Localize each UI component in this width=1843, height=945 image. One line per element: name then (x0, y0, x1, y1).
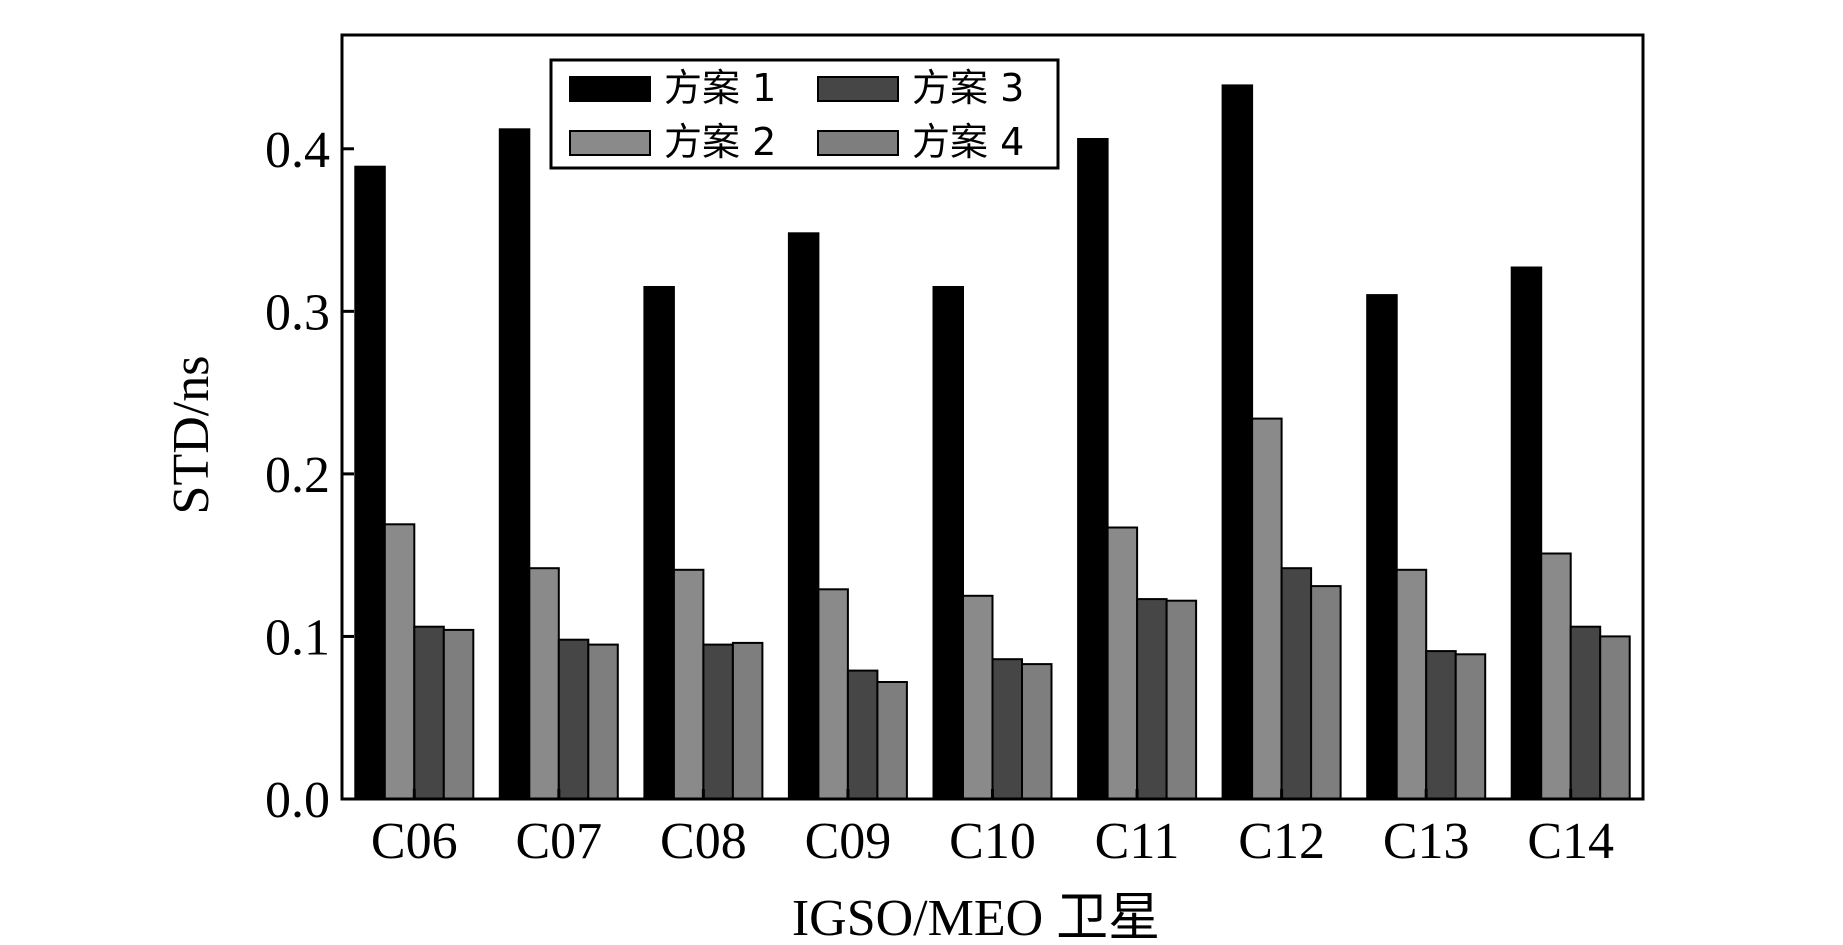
bar-c10-series-2 (962, 594, 994, 800)
y-tick-label: 0.3 (265, 284, 330, 341)
bar-c14-series-2 (1540, 552, 1572, 800)
legend-label-2: 方案 2 (664, 120, 776, 164)
bar-c11-series-3 (1136, 598, 1168, 800)
bar-c12-series-3 (1280, 567, 1313, 801)
bar-c10-series-4 (1021, 663, 1053, 800)
legend-swatch-4 (817, 130, 899, 156)
y-tick-label: 0.0 (265, 772, 330, 829)
bar-c09-series-4 (876, 681, 908, 800)
bar-c08-series-4 (731, 641, 764, 801)
bar-c08-series-3 (702, 643, 734, 800)
legend: 方案 1 方案 2 方案 3 方案 4 (549, 58, 1060, 170)
bar-c09-series-3 (846, 669, 879, 800)
bar-c07-series-1 (498, 128, 531, 801)
x-tick-label-c10: C10 (949, 813, 1036, 870)
legend-swatch-3 (817, 76, 899, 102)
bar-c13-series-4 (1454, 653, 1487, 800)
legend-swatch-2 (569, 130, 651, 156)
bar-c06-series-3 (413, 625, 445, 801)
bar-c07-series-3 (557, 638, 590, 801)
y-axis-label: STD/ns (163, 356, 220, 515)
bar-c14-series-4 (1599, 635, 1631, 801)
x-tick-label-c14: C14 (1527, 813, 1614, 870)
x-axis: C06 C07 C08 C09 C10 C11 C12 C13 C14 (371, 789, 1614, 870)
bar-c11-series-4 (1165, 599, 1198, 801)
bar-c07-series-4 (587, 643, 619, 800)
bar-c12-series-1 (1221, 84, 1254, 800)
bar-c13-series-2 (1395, 568, 1428, 800)
y-axis: 0.0 0.1 0.2 0.3 0.4 (265, 122, 354, 829)
bar-c08-series-2 (672, 568, 705, 800)
bar-c08-series-1 (643, 286, 675, 800)
bar-c09-series-2 (817, 588, 849, 800)
legend-label-4: 方案 4 (912, 120, 1024, 164)
x-axis-label: IGSO/MEO 卫星 (792, 890, 1160, 945)
bar-c10-series-3 (991, 658, 1023, 801)
x-tick-label-c07: C07 (515, 813, 602, 870)
legend-swatch-1 (569, 76, 651, 102)
x-tick-label-c09: C09 (805, 813, 892, 870)
bar-c13-series-3 (1425, 650, 1457, 800)
bar-c14-series-3 (1569, 625, 1602, 801)
legend-label-3: 方案 3 (912, 66, 1024, 110)
x-tick-label-c13: C13 (1383, 813, 1470, 870)
legend-label-1: 方案 1 (664, 66, 776, 110)
x-tick-label-c12: C12 (1238, 813, 1325, 870)
x-tick-label-c08: C08 (660, 813, 747, 870)
bar-c07-series-2 (528, 567, 560, 801)
y-tick-label: 0.4 (265, 122, 330, 179)
bars-group (354, 84, 1631, 801)
bar-c12-series-4 (1310, 585, 1342, 800)
bar-c10-series-1 (932, 286, 964, 800)
bar-c06-series-4 (442, 628, 475, 801)
bar-c06-series-1 (354, 165, 386, 800)
bar-c14-series-1 (1510, 266, 1543, 800)
bar-c13-series-1 (1366, 294, 1398, 800)
bar-c12-series-2 (1251, 417, 1283, 800)
bar-c06-series-2 (383, 523, 416, 800)
x-tick-label-c06: C06 (371, 813, 458, 870)
x-tick-label-c11: C11 (1095, 813, 1180, 870)
bar-c11-series-2 (1106, 526, 1139, 800)
y-tick-label: 0.2 (265, 447, 330, 504)
bar-c11-series-1 (1077, 138, 1109, 800)
bar-c09-series-1 (787, 232, 820, 801)
y-tick-label: 0.1 (265, 609, 330, 666)
